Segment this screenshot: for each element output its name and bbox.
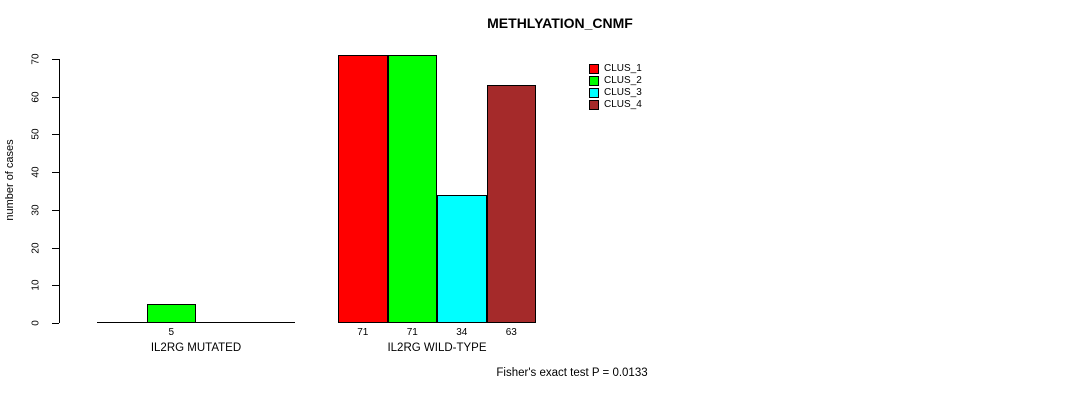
y-tick: [52, 172, 59, 174]
legend-label: CLUS_3: [604, 87, 642, 98]
y-tick: [52, 134, 59, 136]
x-category-label: IL2RG MUTATED: [150, 342, 242, 354]
y-tick-label: 20: [30, 242, 42, 254]
bar-clus_1-group2: [338, 55, 388, 323]
y-tick: [52, 323, 59, 324]
y-tick-label: 50: [30, 128, 42, 140]
bar-clus_2-group1: [146, 304, 196, 323]
legend: CLUS_1 CLUS_2 CLUS_3 CLUS_4: [589, 63, 642, 111]
stat-text: Fisher's exact test P = 0.0133: [496, 367, 648, 379]
y-tick-label: 40: [30, 166, 42, 178]
legend-swatch-icon: [589, 64, 599, 74]
legend-swatch-icon: [589, 88, 599, 98]
chart-title: METHLYATION_CNMF: [487, 15, 633, 31]
legend-label: CLUS_4: [604, 99, 642, 110]
y-axis-line: [59, 59, 60, 323]
y-tick-label: 60: [30, 91, 42, 103]
legend-item: CLUS_4: [589, 99, 642, 111]
bar-value-label: 71: [406, 327, 418, 338]
bar-value-label: 34: [456, 327, 468, 338]
x-category-label: IL2RG WILD-TYPE: [387, 342, 487, 354]
bar-value-label: 71: [357, 327, 369, 338]
legend-item: CLUS_2: [589, 75, 642, 87]
y-tick: [52, 59, 59, 60]
y-tick: [52, 285, 59, 287]
y-tick: [52, 247, 59, 249]
bar-clus_3-group2: [437, 194, 487, 323]
y-tick-label: 30: [30, 204, 42, 216]
y-tick-label: 0: [30, 320, 42, 326]
legend-swatch-icon: [589, 76, 599, 86]
bar-value-label: 63: [505, 327, 517, 338]
legend-swatch-icon: [589, 100, 599, 110]
y-tick: [52, 96, 59, 98]
bar-clus_4-group2: [486, 85, 536, 323]
y-tick-label: 10: [30, 279, 42, 291]
legend-label: CLUS_2: [604, 75, 642, 86]
y-tick-label: 70: [30, 53, 42, 65]
y-axis-label: number of cases: [4, 139, 16, 221]
group-baseline: [97, 322, 295, 323]
legend-item: CLUS_3: [589, 87, 642, 99]
legend-label: CLUS_1: [604, 63, 642, 74]
legend-item: CLUS_1: [589, 63, 642, 75]
bar-value-label: 5: [168, 327, 175, 338]
bar-clus_2-group2: [387, 55, 437, 323]
y-tick: [52, 209, 59, 211]
